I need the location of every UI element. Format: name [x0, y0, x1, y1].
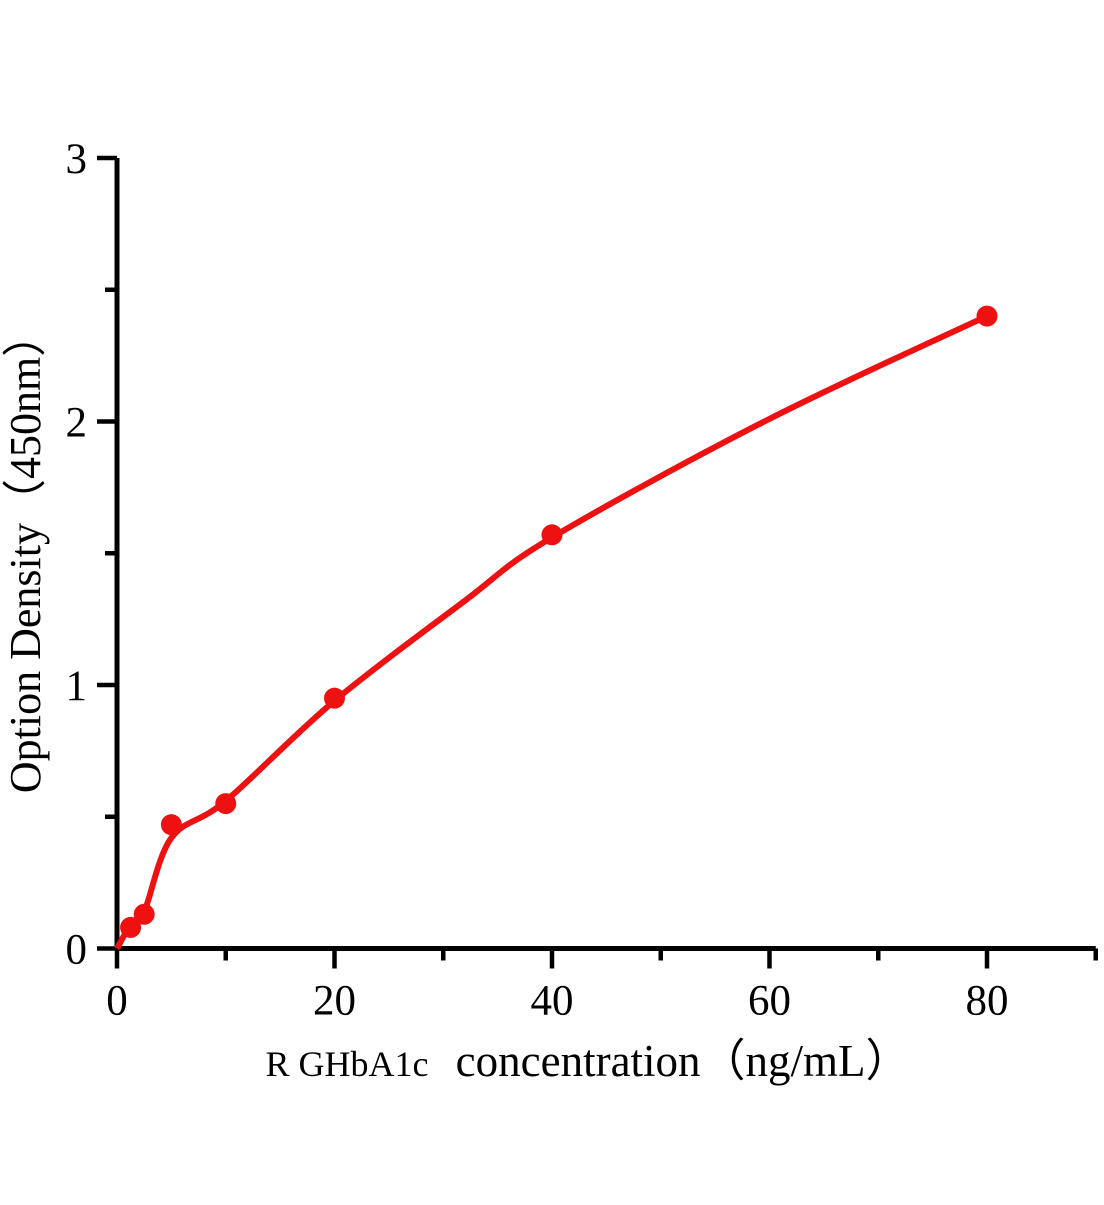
data-point	[120, 916, 142, 938]
x-tick-label: 60	[748, 978, 791, 1025]
data-point	[133, 903, 155, 925]
x-tick-label: 40	[531, 978, 574, 1025]
x-axis-title: R GHbA1c concentration（ng/mL）	[265, 1036, 910, 1086]
data-point	[160, 814, 182, 836]
y-axis-title: Option Density（450nm）	[1, 313, 50, 793]
data-point	[541, 524, 563, 546]
x-tick-label: 20	[313, 978, 356, 1025]
y-tick-label: 0	[66, 927, 88, 974]
x-axis-title-prefix: R GHbA1c	[265, 1044, 428, 1084]
y-tick-label: 2	[66, 400, 88, 447]
x-tick-label: 0	[106, 978, 128, 1025]
data-point	[976, 305, 998, 327]
x-tick-label: 80	[966, 978, 1009, 1025]
plot-area: 0 20 40 60 80 0 1 2 3	[66, 136, 1098, 1025]
fit-curve	[114, 313, 989, 950]
y-tick-label: 3	[66, 136, 88, 183]
data-point	[324, 687, 345, 709]
x-axis-title-main: concentration（ng/mL）	[456, 1036, 911, 1086]
y-tick-label: 1	[66, 663, 88, 710]
data-point	[215, 793, 237, 815]
